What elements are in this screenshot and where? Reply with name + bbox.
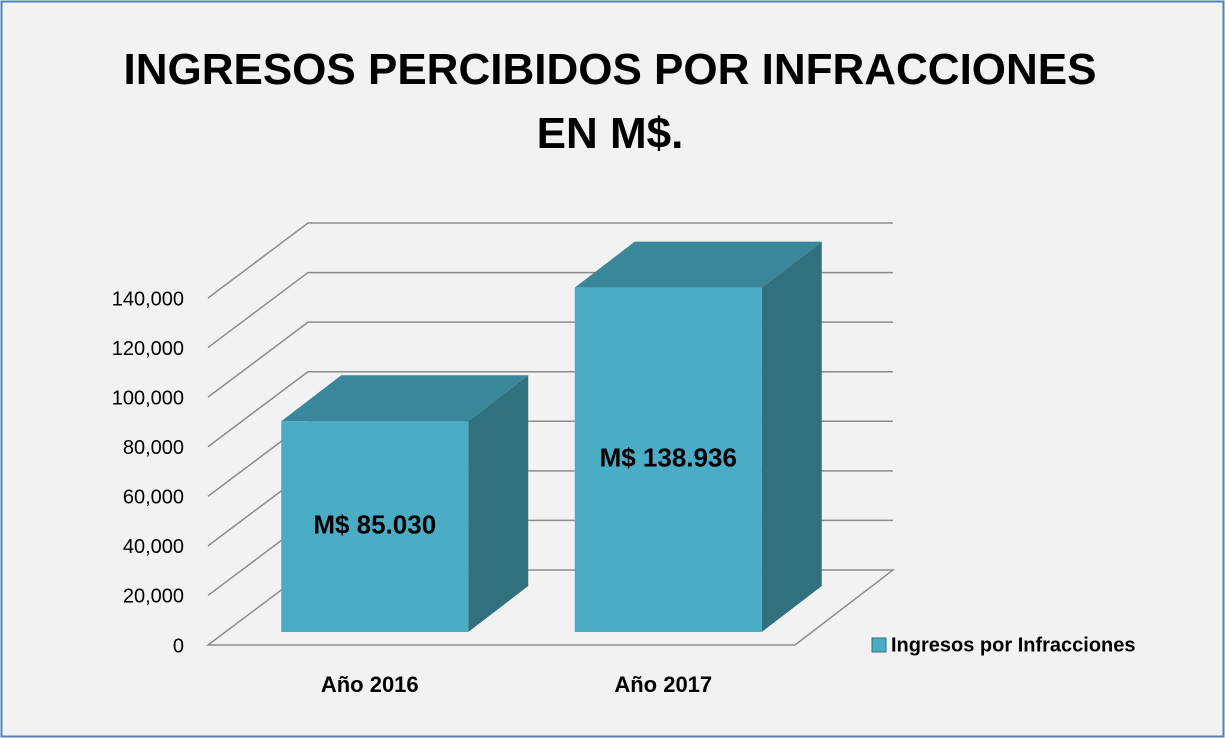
data-label: M$ 138.936: [600, 443, 737, 473]
y-tick-label: 0: [173, 635, 184, 657]
data-label: M$ 85.030: [313, 509, 436, 539]
bar: [281, 421, 469, 632]
bar-side: [761, 241, 822, 632]
y-tick-label: 60,000: [123, 487, 184, 509]
y-tick-label: 100,000: [112, 387, 184, 409]
y-tick-label: 120,000: [112, 338, 184, 360]
bar: [574, 287, 762, 632]
x-tick-label: Año 2017: [614, 672, 712, 697]
legend-swatch: [871, 637, 887, 653]
bar-top: [281, 375, 529, 422]
bar-side: [468, 375, 529, 632]
legend-label: Ingresos por Infracciones: [891, 634, 1136, 656]
chart-title: INGRESOS PERCIBIDOS POR INFRACCIONES EN …: [123, 45, 1097, 158]
grid-line: [207, 222, 893, 299]
bar-top: [574, 241, 822, 288]
y-tick-label: 140,000: [112, 288, 184, 310]
y-tick-label: 80,000: [123, 437, 184, 459]
x-tick-label: Año 2016: [321, 672, 419, 697]
y-tick-label: 20,000: [123, 586, 184, 608]
y-tick-label: 40,000: [123, 536, 184, 558]
